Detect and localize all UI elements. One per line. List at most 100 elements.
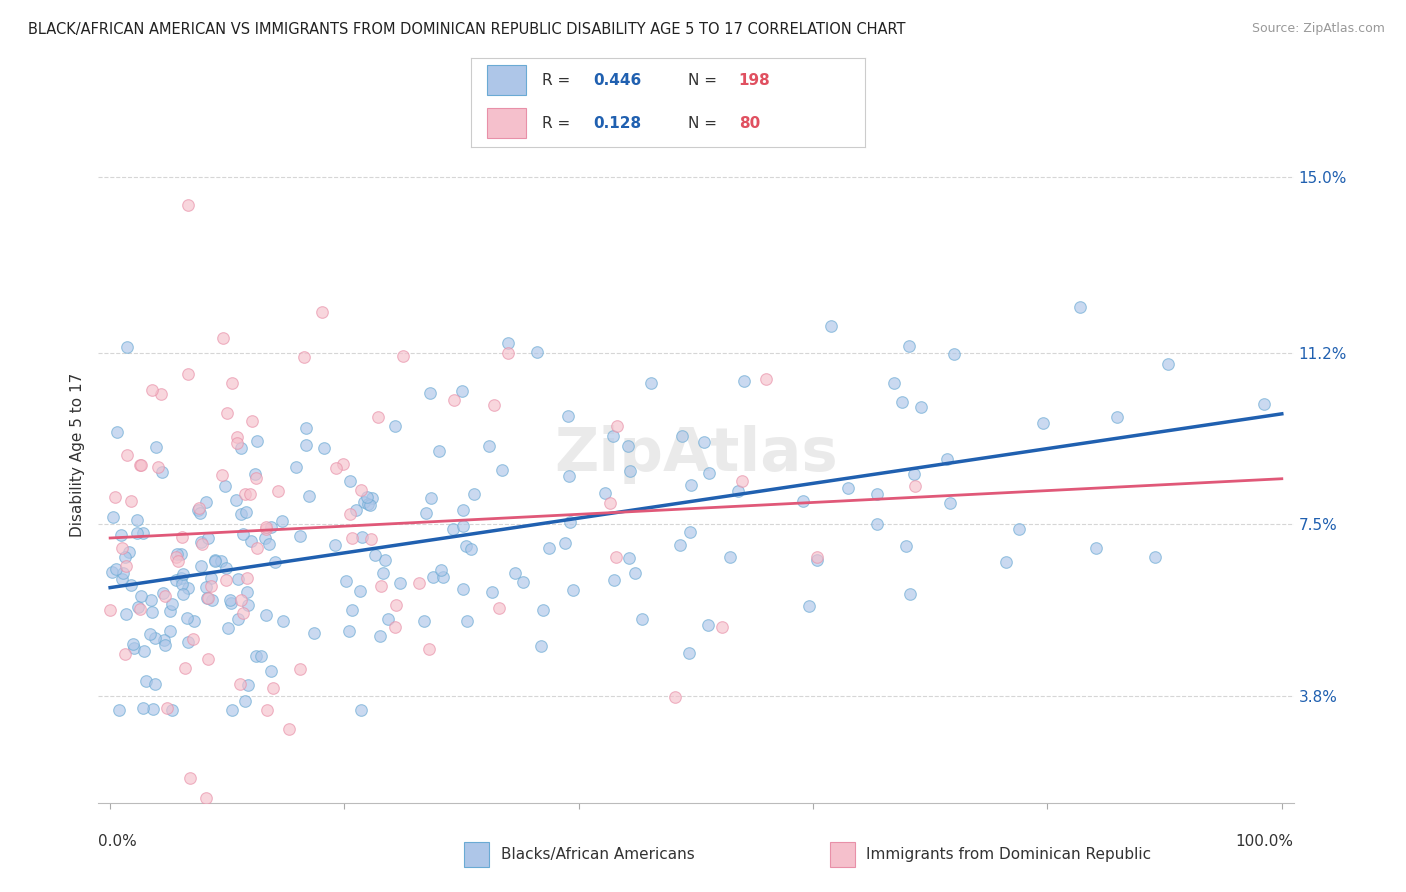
Point — [250, 648, 273, 663]
Point — [115, 448, 138, 462]
Point — [111, 572, 134, 586]
Point — [245, 649, 267, 664]
Point — [595, 486, 617, 500]
Point — [190, 535, 212, 549]
Point — [1032, 416, 1054, 430]
Point — [115, 340, 138, 354]
Point — [139, 626, 162, 640]
Point — [214, 479, 236, 493]
Point — [384, 619, 406, 633]
Point — [127, 512, 149, 526]
Point — [995, 555, 1018, 569]
Point — [599, 496, 621, 510]
Point — [166, 547, 188, 561]
Point — [339, 624, 361, 639]
Point — [340, 603, 363, 617]
Point — [152, 633, 174, 648]
Point — [197, 531, 219, 545]
Point — [352, 530, 374, 544]
Point — [463, 487, 485, 501]
Point — [344, 503, 367, 517]
Point — [172, 587, 194, 601]
Point — [603, 573, 626, 587]
Point — [697, 467, 720, 481]
Point — [226, 435, 249, 450]
Point — [145, 441, 167, 455]
Point — [134, 643, 156, 657]
Point — [195, 580, 218, 594]
Point — [129, 589, 152, 603]
Point — [617, 440, 640, 454]
Point — [217, 621, 239, 635]
Text: N =: N = — [688, 116, 721, 130]
Point — [939, 496, 962, 510]
Point — [450, 384, 472, 399]
Bar — [486, 108, 526, 138]
Point — [619, 464, 641, 478]
Point — [526, 344, 548, 359]
Point — [1253, 396, 1275, 410]
Point — [177, 581, 200, 595]
Point — [339, 507, 361, 521]
Point — [127, 599, 149, 614]
Point — [170, 577, 193, 591]
Point — [143, 677, 166, 691]
Point — [903, 467, 925, 481]
Point — [370, 579, 392, 593]
Point — [271, 514, 294, 528]
Point — [1144, 549, 1167, 564]
Point — [284, 460, 307, 475]
Point — [177, 635, 200, 649]
Point — [131, 526, 153, 541]
Point — [118, 545, 141, 559]
Point — [212, 331, 235, 345]
Point — [181, 632, 204, 646]
Point — [239, 487, 262, 501]
Point — [496, 335, 519, 350]
Point — [194, 494, 217, 508]
Point — [160, 597, 183, 611]
Point — [114, 647, 136, 661]
Point — [204, 554, 226, 568]
Point — [295, 438, 318, 452]
Point — [298, 489, 321, 503]
Point — [254, 520, 277, 534]
Point — [129, 458, 152, 472]
Point — [1157, 357, 1180, 371]
Point — [219, 592, 242, 607]
Point — [711, 620, 734, 634]
Point — [883, 376, 905, 390]
Point — [478, 439, 501, 453]
Point — [112, 566, 135, 580]
Point — [101, 510, 124, 524]
Point — [225, 493, 247, 508]
Point — [505, 566, 527, 580]
Point — [101, 565, 124, 579]
Point — [679, 478, 702, 492]
Text: Blacks/African Americans: Blacks/African Americans — [501, 847, 695, 862]
Point — [422, 570, 444, 584]
Point — [360, 532, 382, 546]
Point — [288, 662, 311, 676]
Point — [221, 703, 243, 717]
Point — [631, 612, 654, 626]
Point — [530, 639, 553, 653]
Text: R =: R = — [541, 116, 575, 130]
Point — [602, 429, 624, 443]
Point — [127, 526, 149, 541]
Point — [488, 600, 510, 615]
Point — [135, 673, 157, 688]
Point — [226, 430, 249, 444]
Point — [242, 414, 264, 428]
Point — [264, 555, 287, 569]
Point — [797, 599, 820, 613]
Point — [837, 481, 859, 495]
Point — [160, 703, 183, 717]
Point — [246, 434, 269, 448]
Point — [558, 515, 581, 529]
Point — [110, 528, 132, 542]
Point — [238, 678, 260, 692]
Point — [1008, 523, 1031, 537]
Point — [195, 791, 218, 805]
Point — [339, 474, 361, 488]
